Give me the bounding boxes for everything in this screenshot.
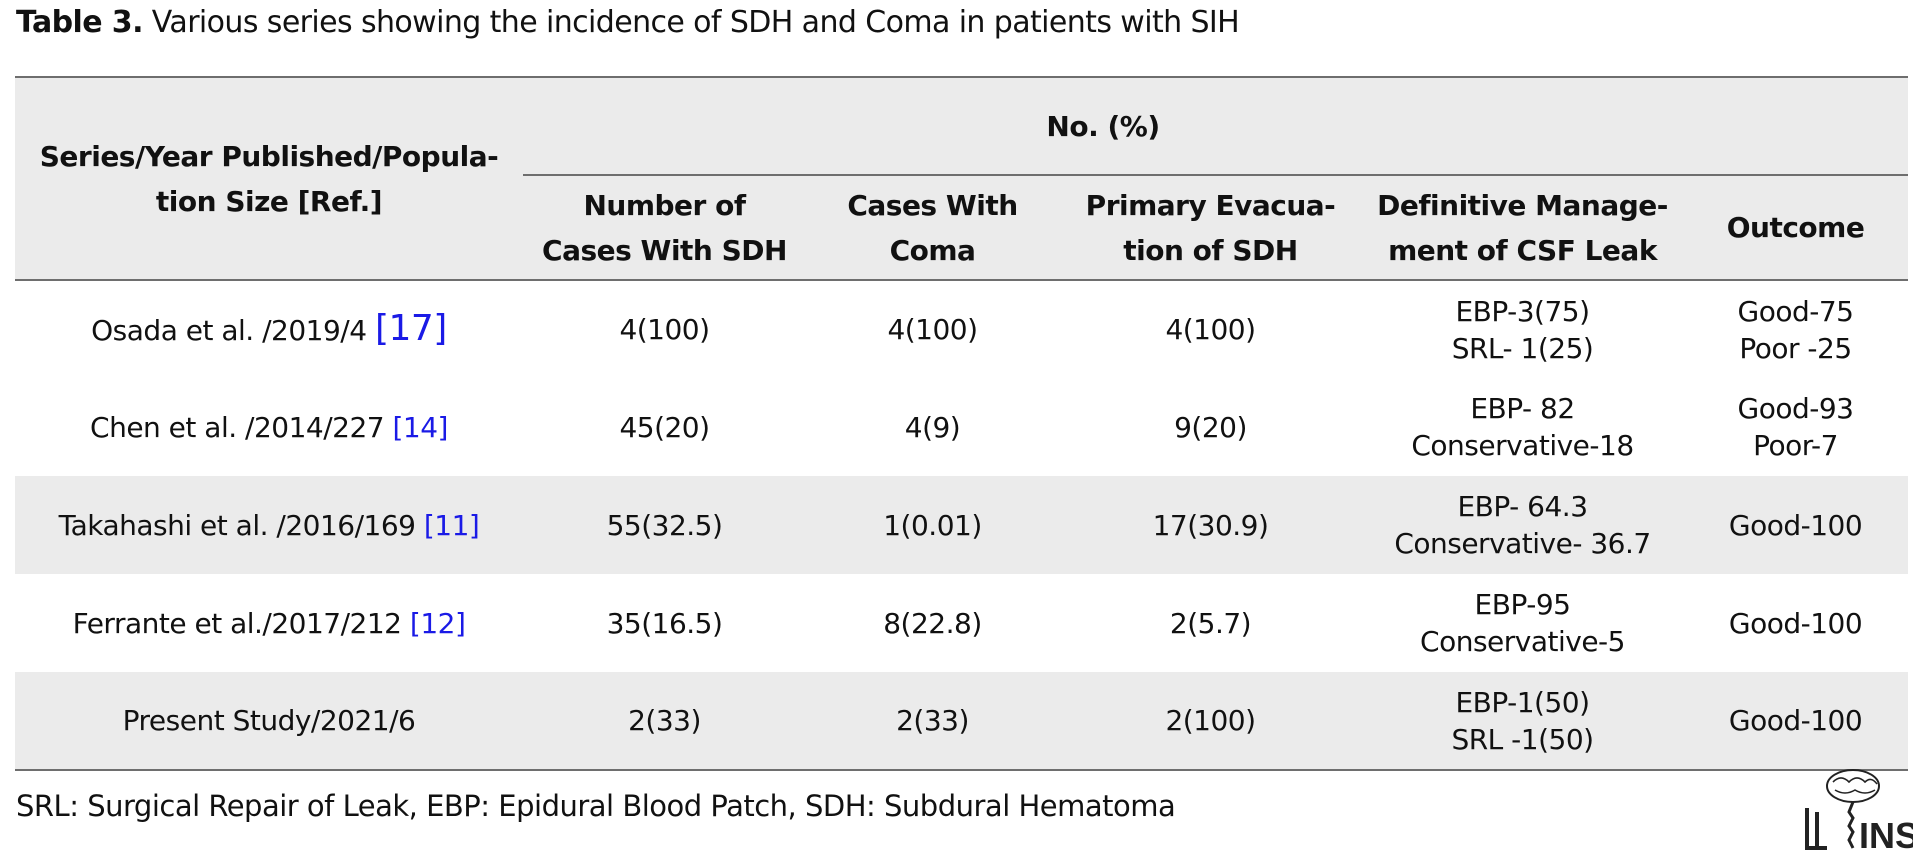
header-series-line: Series/Year Published/Popula- [39,139,499,173]
table-body: Osada et al. /2019/4 [17] 4(100) 4(100) … [15,280,1909,770]
cell-coma: 2(33) [896,704,969,737]
header-evacuation-line: tion of SDH [1123,233,1298,267]
header-coma: Cases With Coma [806,175,1059,280]
management-line: EBP- 64.3 [1457,490,1588,523]
header-coma-line: Cases With [847,188,1018,222]
table-row: Present Study/2021/6 2(33) 2(33) 2(100) … [15,672,1909,770]
management-line: SRL -1(50) [1451,722,1594,756]
cell-series: Ferrante et al./2017/212 [12] [15,574,523,672]
cell-series: Present Study/2021/6 [15,672,523,770]
cell-outcome: Good-100 [1683,574,1908,672]
cell-sdh: 55(32.5) [606,508,723,542]
cell-outcome: Good-100 [1683,476,1908,574]
cell-outcome: Good-75 Poor -25 [1683,280,1908,378]
table-row: Takahashi et al. /2016/169 [11] 55(32.5)… [15,476,1909,574]
cell-series: Chen et al. /2014/227 [14] [15,378,523,476]
header-group-no-percent: No. (%) [523,77,1684,176]
cell-management: EBP-95 Conservative-5 [1362,574,1683,672]
cell-management: EBP-1(50) SRL -1(50) [1362,672,1683,770]
table-row: Ferrante et al./2017/212 [12] 35(16.5) 8… [15,574,1908,672]
management-line: EBP-3(75) [1455,294,1590,328]
cell-evacuation: 4(100) [1165,313,1256,346]
header-group-spacer [1683,77,1909,176]
cell-coma: 8(22.8) [883,606,982,640]
management-line: EBP-1(50) [1455,685,1590,719]
header-evacuation-line: Primary Evacua- [1085,188,1336,222]
reference-link[interactable]: [11] [423,508,480,542]
table-header: Series/Year Published/Popula- tion Size … [15,77,1909,280]
outcome-line: Good-75 [1737,294,1854,328]
series-text: Ferrante et al./2017/212 [72,606,410,640]
cell-sdh: 4(100) [619,313,710,346]
outcome-line: Poor -25 [1739,331,1852,365]
management-line: SRL- 1(25) [1451,331,1594,365]
header-sdh: Number of Cases With SDH [523,175,806,280]
logo-text: INS [1859,815,1913,854]
cell-outcome: Good-100 [1683,672,1908,770]
reference-link[interactable]: [17] [374,308,447,349]
cell-evacuation: 17(30.9) [1152,508,1269,542]
cell-sdh: 35(16.5) [606,606,723,640]
cell-coma: 1(0.01) [883,508,982,542]
header-series-line: tion Size [Ref.] [155,184,383,218]
header-management: Definitive Manage- ment of CSF Leak [1362,175,1683,280]
management-line: Conservative-18 [1411,429,1634,462]
cell-series: Osada et al. /2019/4 [17] [15,280,523,378]
table-caption-text: Various series showing the incidence of … [142,5,1240,40]
cell-outcome: Good-93 Poor-7 [1683,378,1908,476]
header-sdh-line: Cases With SDH [542,233,787,267]
header-row-top: Series/Year Published/Popula- tion Size … [15,77,1909,218]
series-text: Chen et al. /2014/227 [90,410,393,444]
header-management-line: Definitive Manage- [1377,188,1668,222]
cell-evacuation: 2(5.7) [1169,606,1252,640]
table-caption-label: Table 3. [16,5,143,40]
header-evacuation: Primary Evacua- tion of SDH [1059,175,1362,280]
series-text: Takahashi et al. /2016/169 [58,508,424,542]
management-line: Conservative- 36.7 [1394,527,1651,560]
outcome-line: Good-100 [1728,606,1863,640]
reference-link[interactable]: [12] [409,606,466,640]
header-outcome: Outcome [1726,211,1865,244]
cell-management: EBP- 82 Conservative-18 [1362,378,1683,476]
management-line: EBP-95 [1474,588,1571,621]
sdh-coma-table: Series/Year Published/Popula- tion Size … [15,76,1909,771]
header-management-line: ment of CSF Leak [1388,233,1657,267]
brain-spine-logo-icon: INS [1805,769,1913,854]
series-text: Present Study/2021/6 [122,704,416,737]
cell-evacuation: 9(20) [1174,410,1247,444]
cell-sdh: 2(33) [628,704,701,737]
cell-management: EBP- 64.3 Conservative- 36.7 [1362,476,1683,574]
header-series: Series/Year Published/Popula- tion Size … [15,77,523,280]
outcome-line: Good-100 [1728,704,1863,737]
reference-link[interactable]: [14] [392,410,449,444]
header-sdh-line: Number of [583,188,746,222]
table-footnote: SRL: Surgical Repair of Leak, EBP: Epidu… [16,789,1176,823]
outcome-line: Poor-7 [1753,429,1838,462]
series-text: Osada et al. /2019/4 [91,314,375,347]
table-caption: Table 3. Various series showing the inci… [16,4,1240,42]
management-line: Conservative-5 [1420,625,1625,658]
header-coma-line: Coma [889,233,976,267]
cell-series: Takahashi et al. /2016/169 [11] [15,476,523,574]
outcome-line: Good-100 [1728,508,1863,542]
management-line: EBP- 82 [1470,392,1575,425]
cell-coma: 4(9) [904,410,961,444]
cell-coma: 4(100) [887,313,978,346]
cell-sdh: 45(20) [619,410,710,444]
outcome-line: Good-93 [1737,392,1854,425]
cell-evacuation: 2(100) [1165,704,1256,737]
table-row: Chen et al. /2014/227 [14] 45(20) 4(9) 9… [15,378,1908,476]
cell-management: EBP-3(75) SRL- 1(25) [1362,280,1683,378]
table-row: Osada et al. /2019/4 [17] 4(100) 4(100) … [15,280,1908,378]
